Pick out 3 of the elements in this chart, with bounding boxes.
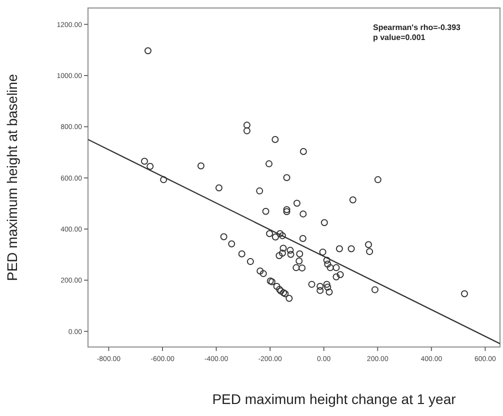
annotation: Spearman's rho=-0.393 p value=0.001 [373,23,462,42]
y-axis-title: PED maximum height at baseline [4,74,20,281]
x-axis-title: PED maximum height change at 1 year [212,391,456,407]
